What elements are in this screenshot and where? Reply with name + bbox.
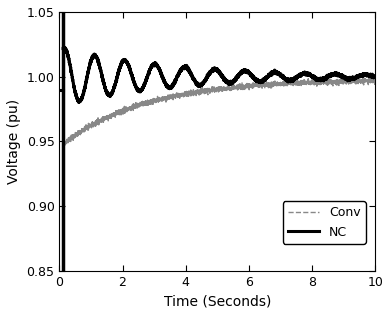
X-axis label: Time (Seconds): Time (Seconds) bbox=[163, 294, 271, 308]
Y-axis label: Voltage (pu): Voltage (pu) bbox=[7, 99, 21, 184]
Legend: Conv, NC: Conv, NC bbox=[283, 202, 366, 244]
